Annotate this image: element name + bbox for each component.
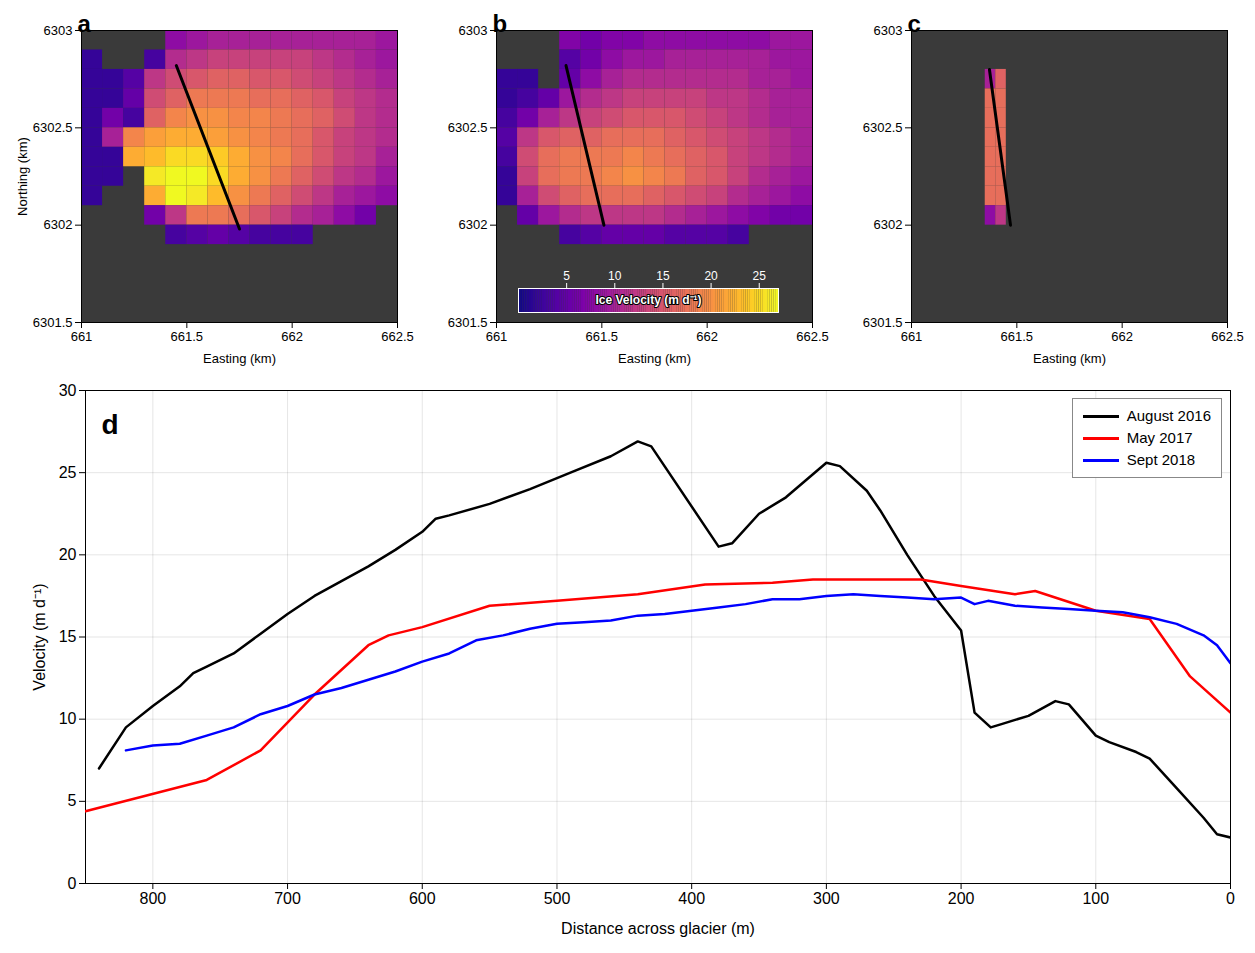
svg-text:661: 661 [486,329,508,344]
svg-text:662: 662 [1111,329,1133,344]
svg-text:5: 5 [68,792,77,809]
svg-text:5: 5 [563,269,570,283]
svg-text:6302.5: 6302.5 [863,120,903,135]
svg-text:6302: 6302 [459,217,488,232]
svg-text:10: 10 [59,710,77,727]
svg-text:700: 700 [274,890,301,907]
svg-text:0: 0 [68,875,77,892]
svg-text:6303: 6303 [44,23,73,38]
svg-text:20: 20 [59,546,77,563]
html-text:August 2016: August 2016 [1126,407,1211,424]
svg-text:15: 15 [59,628,77,645]
html-text:May 2017: May 2017 [1126,429,1193,446]
svg-text:0: 0 [1226,890,1235,907]
svg-text:Velocity (m d⁻¹): Velocity (m d⁻¹) [31,583,48,690]
svg-text:b: b [493,10,508,37]
svg-text:a: a [78,10,92,37]
svg-text:30: 30 [59,382,77,399]
svg-text:662.5: 662.5 [1211,329,1244,344]
svg-text:25: 25 [753,269,767,283]
svg-text:661.5: 661.5 [1001,329,1034,344]
svg-text:Ice Velocity (m d⁻¹): Ice Velocity (m d⁻¹) [595,293,701,307]
svg-text:661.5: 661.5 [171,329,204,344]
svg-text:6302: 6302 [874,217,903,232]
svg-text:662.5: 662.5 [381,329,414,344]
svg-text:6302: 6302 [44,217,73,232]
html-text:Sept 2018: Sept 2018 [1126,451,1196,468]
svg-text:800: 800 [140,890,167,907]
svg-text:25: 25 [59,464,77,481]
svg-text:d: d [102,409,119,440]
svg-text:6303: 6303 [459,23,488,38]
svg-text:6301.5: 6301.5 [33,315,73,330]
svg-text:6301.5: 6301.5 [863,315,903,330]
svg-text:400: 400 [678,890,705,907]
svg-text:20: 20 [704,269,718,283]
svg-text:6302.5: 6302.5 [448,120,488,135]
svg-text:300: 300 [813,890,840,907]
svg-text:100: 100 [1082,890,1109,907]
svg-text:661.5: 661.5 [586,329,619,344]
svg-text:662.5: 662.5 [796,329,829,344]
svg-text:15: 15 [656,269,670,283]
svg-text:6303: 6303 [874,23,903,38]
svg-text:Easting (km): Easting (km) [618,351,691,366]
svg-text:10: 10 [608,269,622,283]
svg-text:c: c [908,10,921,37]
svg-text:Northing (km): Northing (km) [15,137,30,216]
svg-text:Distance across glacier (m): Distance across glacier (m) [561,920,755,937]
svg-text:Easting (km): Easting (km) [1033,351,1106,366]
svg-text:600: 600 [409,890,436,907]
svg-text:662: 662 [281,329,303,344]
svg-text:6301.5: 6301.5 [448,315,488,330]
svg-text:500: 500 [544,890,571,907]
svg-text:200: 200 [948,890,975,907]
svg-text:Easting (km): Easting (km) [203,351,276,366]
svg-text:661: 661 [71,329,93,344]
svg-text:661: 661 [901,329,923,344]
svg-text:662: 662 [696,329,718,344]
svg-text:6302.5: 6302.5 [33,120,73,135]
